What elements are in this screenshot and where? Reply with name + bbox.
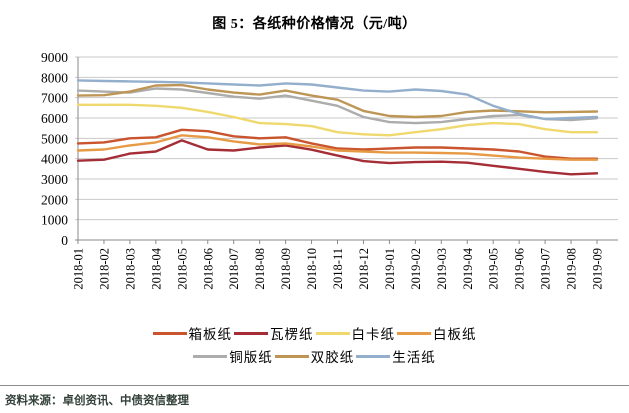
x-tick-label: 2018-08 [253, 248, 267, 290]
legend-item-白卡纸: 白卡纸 [315, 323, 396, 343]
series-line-铜版纸 [76, 87, 599, 125]
x-tick-label: 2019-03 [435, 248, 449, 290]
legend-swatch [315, 331, 350, 335]
legend-label: 生活纸 [392, 350, 436, 365]
source-note: 资料来源：卓创资讯、中债资信整理 [5, 395, 189, 407]
series-line-双胶纸 [76, 83, 599, 119]
y-tick-label: 2000 [41, 192, 68, 207]
y-tick-label: 9000 [41, 50, 68, 65]
x-tick-label: 2018-04 [149, 247, 163, 289]
legend-row: 铜版纸 双胶纸 生活纸 [192, 346, 437, 366]
y-tick-label: 3000 [41, 172, 68, 187]
y-tick-label: 1000 [41, 213, 68, 228]
y-tick-label: 4000 [41, 152, 68, 167]
x-tick-label: 2019-01 [383, 248, 397, 290]
legend-row: 箱板纸 瓦楞纸 白卡纸 白板纸 [152, 323, 478, 343]
y-tick-label: 6000 [41, 111, 68, 126]
legend-swatch [234, 331, 268, 335]
x-tick-label: 2018-09 [279, 248, 293, 290]
y-tick-label: 8000 [41, 70, 68, 85]
x-tick-label: 2019-08 [565, 248, 579, 290]
legend-label: 白卡纸 [351, 327, 395, 342]
legend-item-箱板纸: 箱板纸 [152, 323, 233, 343]
x-tick-label: 2018-03 [123, 248, 137, 290]
legend-item-铜版纸: 铜版纸 [193, 346, 273, 366]
x-tick-label: 2018-05 [175, 248, 189, 290]
x-tick-label: 2019-06 [513, 248, 527, 290]
legend-swatch [274, 354, 309, 358]
x-tick-label: 2019-04 [461, 247, 475, 289]
footer-divider [0, 385, 629, 386]
legend-label: 瓦楞纸 [270, 327, 314, 342]
x-tick-label: 2018-01 [72, 248, 86, 290]
series-line-生活纸 [76, 79, 599, 121]
x-tick-label: 2018-07 [227, 248, 241, 290]
series-line-白卡纸 [76, 103, 599, 137]
x-tick-label: 2018-06 [201, 248, 215, 290]
x-tick-label: 2018-10 [305, 248, 319, 290]
x-tick-label: 2018-02 [97, 248, 111, 290]
legend-label: 白板纸 [433, 327, 477, 342]
price-line-chart: 0 1000 2000 3000 4000 5000 6000 7000 8000 9000 201… [41, 50, 618, 290]
series-line-白板纸 [76, 134, 599, 161]
legend-swatch [356, 354, 391, 358]
x-tick-label: 2019-02 [409, 248, 423, 290]
x-tick-label: 2019-07 [539, 248, 553, 290]
legend-swatch [193, 354, 228, 358]
legend-label: 箱板纸 [188, 327, 232, 342]
legend-label: 双胶纸 [310, 350, 355, 365]
x-tick-label: 2019-05 [487, 248, 501, 290]
legend-item-生活纸: 生活纸 [356, 346, 436, 366]
x-tick-label: 2018-11 [331, 248, 345, 289]
y-tick-label: 0 [61, 233, 68, 248]
series-line-箱板纸 [76, 128, 599, 160]
legend-item-瓦楞纸: 瓦楞纸 [234, 323, 314, 343]
legend-swatch [397, 331, 431, 335]
y-tick-label: 5000 [41, 131, 68, 146]
y-tick-label: 7000 [41, 91, 68, 106]
legend-item-双胶纸: 双胶纸 [274, 346, 355, 366]
legend-swatch [152, 331, 187, 335]
chart-title: 图 5：各纸种价格情况（元/吨） [212, 17, 417, 32]
x-tick-label: 2019-09 [591, 248, 605, 290]
legend-item-白板纸: 白板纸 [397, 323, 477, 343]
legend-label: 铜版纸 [229, 350, 273, 365]
series-line-瓦楞纸 [76, 139, 599, 176]
chart-legend: 箱板纸 瓦楞纸 白卡纸 白板纸铜版纸 双胶纸 生活纸 [0, 323, 629, 366]
x-tick-label: 2018-12 [357, 248, 371, 290]
